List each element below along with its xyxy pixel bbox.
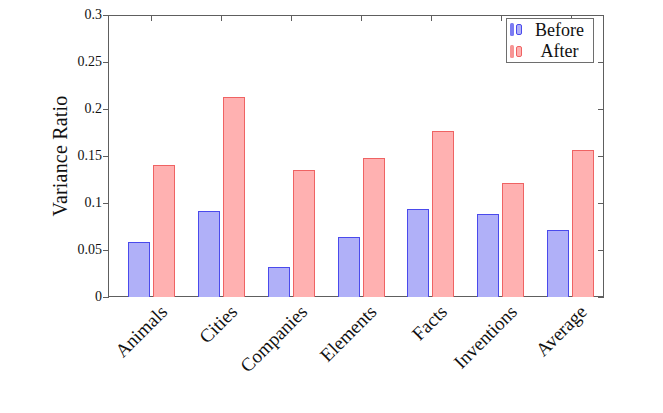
y-tick-label: 0: [54, 289, 102, 305]
x-tick-label-cities: Cities: [195, 301, 242, 348]
bar-after-inventions: [502, 183, 524, 297]
x-tick-top: [501, 16, 502, 21]
x-tick-top: [151, 16, 152, 21]
y-tick-right: [598, 109, 604, 110]
bar-after-elements: [363, 158, 385, 297]
y-tick-label: 0.3: [54, 7, 102, 23]
y-tick-label: 0.1: [54, 195, 102, 211]
bar-after-animals: [153, 165, 175, 297]
y-tick-left: [103, 250, 109, 251]
x-tick-label-animals: Animals: [110, 301, 171, 362]
bar-after-companies: [293, 170, 315, 297]
legend-mark-outline: [516, 24, 522, 35]
x-tick-label-elements: Elements: [316, 301, 382, 367]
bar-after-facts: [432, 131, 454, 297]
x-tick-top: [361, 16, 362, 21]
bar-before-average: [547, 230, 569, 297]
legend-bar-icon: [510, 45, 526, 58]
x-tick-label-average: Average: [531, 301, 591, 361]
bar-after-cities: [223, 97, 245, 297]
y-tick-left: [103, 203, 109, 204]
y-tick-left: [103, 297, 109, 298]
x-tick-label-inventions: Inventions: [449, 301, 521, 373]
y-tick-right: [598, 203, 604, 204]
legend-mark-solid: [510, 45, 514, 58]
bar-before-facts: [407, 209, 429, 297]
bar-before-inventions: [477, 214, 499, 297]
y-tick-right: [598, 156, 604, 157]
bar-after-average: [572, 150, 594, 297]
legend-label: After: [526, 41, 593, 61]
x-tick-top: [291, 16, 292, 21]
y-tick-right: [598, 15, 604, 16]
y-tick-right: [598, 62, 604, 63]
y-tick-left: [103, 62, 109, 63]
bar-chart: Variance Ratio 00.050.10.150.20.250.3Ani…: [0, 0, 663, 413]
legend-bar-icon: [510, 23, 526, 36]
bar-before-elements: [338, 237, 360, 297]
y-tick-label: 0.2: [54, 101, 102, 117]
x-tick-top: [431, 16, 432, 21]
bar-before-animals: [128, 242, 150, 297]
y-tick-label: 0.05: [54, 242, 102, 258]
legend-entry-after: After: [507, 41, 593, 62]
legend-mark-solid: [510, 23, 514, 36]
bar-before-cities: [198, 211, 220, 297]
legend-mark-outline: [516, 46, 522, 57]
x-tick-label-facts: Facts: [408, 301, 452, 345]
y-tick-right: [598, 250, 604, 251]
x-tick-label-companies: Companies: [236, 301, 312, 377]
y-tick-label: 0.15: [54, 148, 102, 164]
legend: BeforeAfter: [506, 18, 594, 63]
y-tick-right: [598, 297, 604, 298]
legend-entry-before: Before: [507, 19, 593, 40]
y-tick-left: [103, 15, 109, 16]
x-tick-top: [221, 16, 222, 21]
bar-before-companies: [268, 267, 290, 297]
y-tick-left: [103, 109, 109, 110]
legend-label: Before: [526, 20, 593, 40]
y-tick-label: 0.25: [54, 54, 102, 70]
y-tick-left: [103, 156, 109, 157]
